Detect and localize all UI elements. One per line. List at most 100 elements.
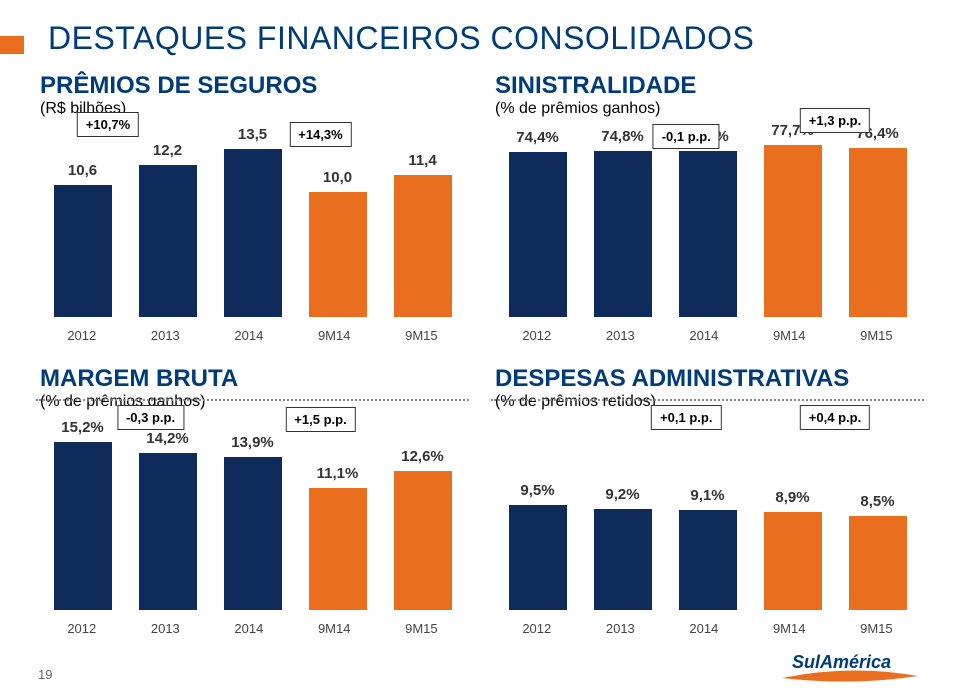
delta-badge: -0,1 p.p. xyxy=(653,124,720,149)
accent-bar xyxy=(0,36,24,54)
bar-rect xyxy=(54,185,112,317)
category-label: 2014 xyxy=(689,621,718,636)
bar: 14,2% xyxy=(139,417,197,610)
slide: DESTAQUES FINANCEIROS CONSOLIDADOS PRÊMI… xyxy=(0,0,960,698)
category-label: 2013 xyxy=(606,621,635,636)
delta-badge: +0,1 p.p. xyxy=(651,405,721,430)
category-label: 9M15 xyxy=(405,328,438,343)
bar-rect xyxy=(139,165,197,317)
bar-rect xyxy=(764,145,822,317)
delta-badge: +1,3 p.p. xyxy=(800,108,870,133)
category-label: 2014 xyxy=(234,328,263,343)
delta-badge: -0,3 p.p. xyxy=(117,405,184,430)
page-title: DESTAQUES FINANCEIROS CONSOLIDADOS xyxy=(48,20,754,57)
category-label: 9M14 xyxy=(318,621,351,636)
bar-rect xyxy=(679,510,737,610)
chart3: MARGEM BRUTA(% de prêmios ganhos) 15,2% 14… xyxy=(40,365,465,638)
bar-rect xyxy=(679,151,737,317)
bar-rect xyxy=(224,149,282,317)
category-label: 2012 xyxy=(67,621,96,636)
bar: 9,2% xyxy=(594,417,652,610)
dotted-divider xyxy=(36,399,469,401)
bar-value-label: 11,1% xyxy=(317,465,359,482)
category-axis: 2012 2013 2014 9M14 9M15 xyxy=(40,621,465,636)
bar: 8,9% xyxy=(764,417,822,610)
category-label: 2014 xyxy=(234,621,263,636)
category-label: 2014 xyxy=(689,328,718,343)
bar-value-label: 14,2% xyxy=(146,430,189,447)
bar-value-label: 9,1% xyxy=(690,487,724,504)
bar: 15,2% xyxy=(54,417,112,610)
bar: 11,4 xyxy=(394,124,452,317)
chart-heading: MARGEM BRUTA xyxy=(40,365,465,393)
category-axis: 2012201320149M149M15 xyxy=(40,328,465,343)
bars-area: 9,5% 9,2% 9,1% 8,9% 8,5% xyxy=(495,417,920,610)
chart-grid: PRÊMIOS DE SEGUROS(R$ bilhões)10,612,213… xyxy=(40,72,920,638)
category-label: 9M14 xyxy=(318,328,351,343)
bar-rect xyxy=(764,512,822,610)
bar-rect xyxy=(849,516,907,610)
bar: 13,5 xyxy=(224,124,282,317)
delta-badge: +10,7% xyxy=(77,112,139,137)
bar-rect xyxy=(309,192,367,317)
category-label: 9M15 xyxy=(860,621,893,636)
bar-value-label: 13,5 xyxy=(238,126,267,143)
bar-value-label: 8,9% xyxy=(775,489,809,506)
bar: 10,0 xyxy=(309,124,367,317)
delta-badge: +0,4 p.p. xyxy=(800,405,870,430)
bar-rect xyxy=(849,148,907,317)
bar-value-label: 12,6% xyxy=(401,448,444,465)
logo-sulamerica: SulAmérica xyxy=(780,646,920,686)
category-label: 2013 xyxy=(151,621,180,636)
category-label: 9M14 xyxy=(773,328,806,343)
category-label: 9M14 xyxy=(773,621,806,636)
bar-value-label: 13,9% xyxy=(231,434,274,451)
chart-heading: DESPESAS ADMINISTRATIVAS xyxy=(495,365,920,393)
dotted-divider xyxy=(491,399,924,401)
category-label: 9M15 xyxy=(405,621,438,636)
bar-rect xyxy=(139,453,197,610)
bar: 12,6% xyxy=(394,417,452,610)
bar-value-label: 10,0 xyxy=(323,169,352,186)
bar-rect xyxy=(309,488,367,610)
chart4: DESPESAS ADMINISTRATIVAS(% de prêmios re… xyxy=(495,365,920,638)
delta-badge: +1,5 p.p. xyxy=(285,407,355,432)
bar: 77,7% xyxy=(764,124,822,317)
chart-subtitle: (% de prêmios ganhos) xyxy=(40,393,465,411)
bars-area: 15,2% 14,2% 13,9% 11,1% 12,6% xyxy=(40,417,465,610)
bar-value-label: 10,6 xyxy=(68,162,97,179)
delta-badge: +14,3% xyxy=(289,122,351,147)
logo-swoosh xyxy=(782,670,918,681)
category-label: 2012 xyxy=(522,621,551,636)
category-label: 9M15 xyxy=(860,328,893,343)
category-label: 2013 xyxy=(151,328,180,343)
bar: 9,1% xyxy=(679,417,737,610)
category-axis: 2012201320149M149M15 xyxy=(495,328,920,343)
bar-value-label: 9,5% xyxy=(520,482,554,499)
bar: 9,5% xyxy=(509,417,567,610)
bar-rect xyxy=(224,457,282,610)
bar: 74,9% xyxy=(679,124,737,317)
bars-area: 10,6 12,2 13,5 10,0 11,4 xyxy=(40,124,465,317)
bar: 11,1% xyxy=(309,417,367,610)
bar-value-label: 74,8% xyxy=(601,128,644,145)
bar-rect xyxy=(594,509,652,610)
bar-rect xyxy=(394,175,452,317)
bar: 74,8% xyxy=(594,124,652,317)
bar: 12,2 xyxy=(139,124,197,317)
page-number: 19 xyxy=(38,667,52,682)
bars-area: 74,4% 74,8% 74,9% 77,7% 76,4% xyxy=(495,124,920,317)
bar-rect xyxy=(594,151,652,317)
bar-value-label: 15,2% xyxy=(61,419,104,436)
chart-heading: SINISTRALIDADE xyxy=(495,72,920,100)
bar: 13,9% xyxy=(224,417,282,610)
chart-heading: PRÊMIOS DE SEGUROS xyxy=(40,72,465,100)
bar: 74,4% xyxy=(509,124,567,317)
bar-rect xyxy=(509,505,567,610)
bar: 10,6 xyxy=(54,124,112,317)
category-label: 2013 xyxy=(606,328,635,343)
bar-value-label: 8,5% xyxy=(860,493,894,510)
bar: 76,4% xyxy=(849,124,907,317)
bar-value-label: 11,4 xyxy=(408,152,436,169)
chart2: SINISTRALIDADE(% de prêmios ganhos)74,4%… xyxy=(495,72,920,345)
